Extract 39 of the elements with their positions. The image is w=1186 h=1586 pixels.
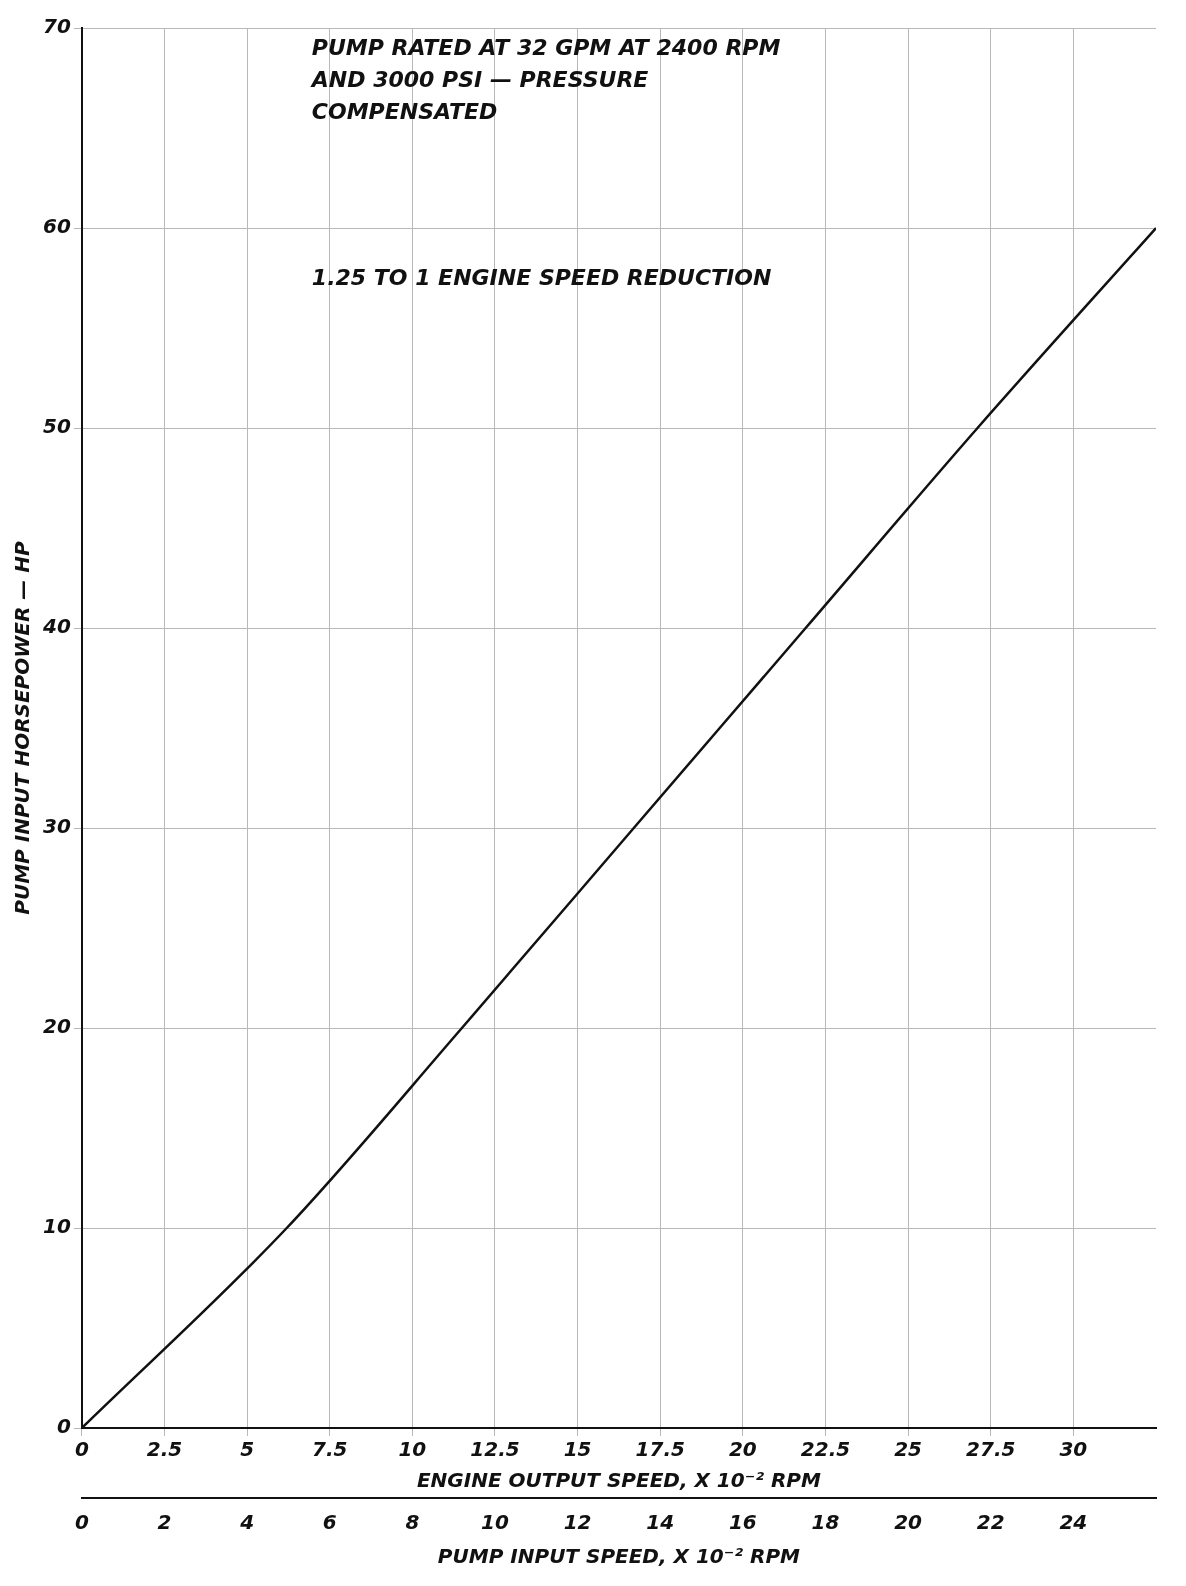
x-tick-label: 7.5 — [312, 1437, 348, 1462]
y-tick-label: 10 — [42, 1214, 71, 1239]
x-tick-label: 2.5 — [146, 1437, 183, 1462]
x-tick-label: 25 — [894, 1437, 923, 1462]
x2-tick-label: 4 — [239, 1510, 255, 1535]
y-tick-label: 30 — [42, 814, 71, 839]
y-tick-label: 70 — [42, 14, 71, 39]
x-tick-label: 27.5 — [966, 1437, 1016, 1462]
y-tick-label: 20 — [42, 1014, 71, 1039]
x2-tick-label: 22 — [976, 1510, 1005, 1535]
x-tick-label: 20 — [728, 1437, 757, 1462]
x2-tick-label: 14 — [646, 1510, 675, 1535]
x2-tick-label: 6 — [322, 1510, 337, 1535]
x-tick-label: 10 — [398, 1437, 427, 1462]
y-tick-label: 60 — [42, 214, 71, 239]
x2-tick-label: 8 — [405, 1510, 420, 1535]
x2-tick-label: 2 — [157, 1510, 172, 1535]
x2-tick-label: 20 — [894, 1510, 923, 1535]
annotation: PUMP RATED AT 32 GPM AT 2400 RPM AND 3000 PSI — PRESSURE COMPENSATED — [309, 34, 781, 124]
x-tick-label: 17.5 — [635, 1437, 685, 1462]
x2-tick-label: 10 — [481, 1510, 509, 1535]
x-tick-label: 15 — [563, 1437, 592, 1462]
x-tick-label: 5 — [240, 1437, 255, 1462]
x-tick-label: 22.5 — [800, 1437, 851, 1462]
x2-tick-label: 12 — [563, 1510, 592, 1535]
x-tick-label: 0 — [74, 1437, 89, 1462]
x2-tick-label: 16 — [728, 1510, 757, 1535]
x2-tick-label: 24 — [1059, 1510, 1088, 1535]
y-tick-label: 50 — [42, 414, 71, 439]
y-axis-title: PUMP INPUT HORSEPOWER — HP — [10, 540, 35, 915]
x2-tick-label: 18 — [811, 1510, 840, 1535]
x-axis-title: ENGINE OUTPUT SPEED, X 10⁻² RPM — [416, 1468, 822, 1493]
x2-tick-label: 0 — [74, 1510, 89, 1535]
y-tick-label: 0 — [56, 1414, 71, 1439]
x-tick-label: 12.5 — [470, 1437, 520, 1462]
x-tick-label: 30 — [1059, 1437, 1088, 1462]
annotation: 1.25 TO 1 ENGINE SPEED REDUCTION — [311, 264, 772, 290]
x2-axis-title: PUMP INPUT SPEED, X 10⁻² RPM — [437, 1544, 801, 1569]
y-tick-label: 40 — [41, 614, 71, 639]
